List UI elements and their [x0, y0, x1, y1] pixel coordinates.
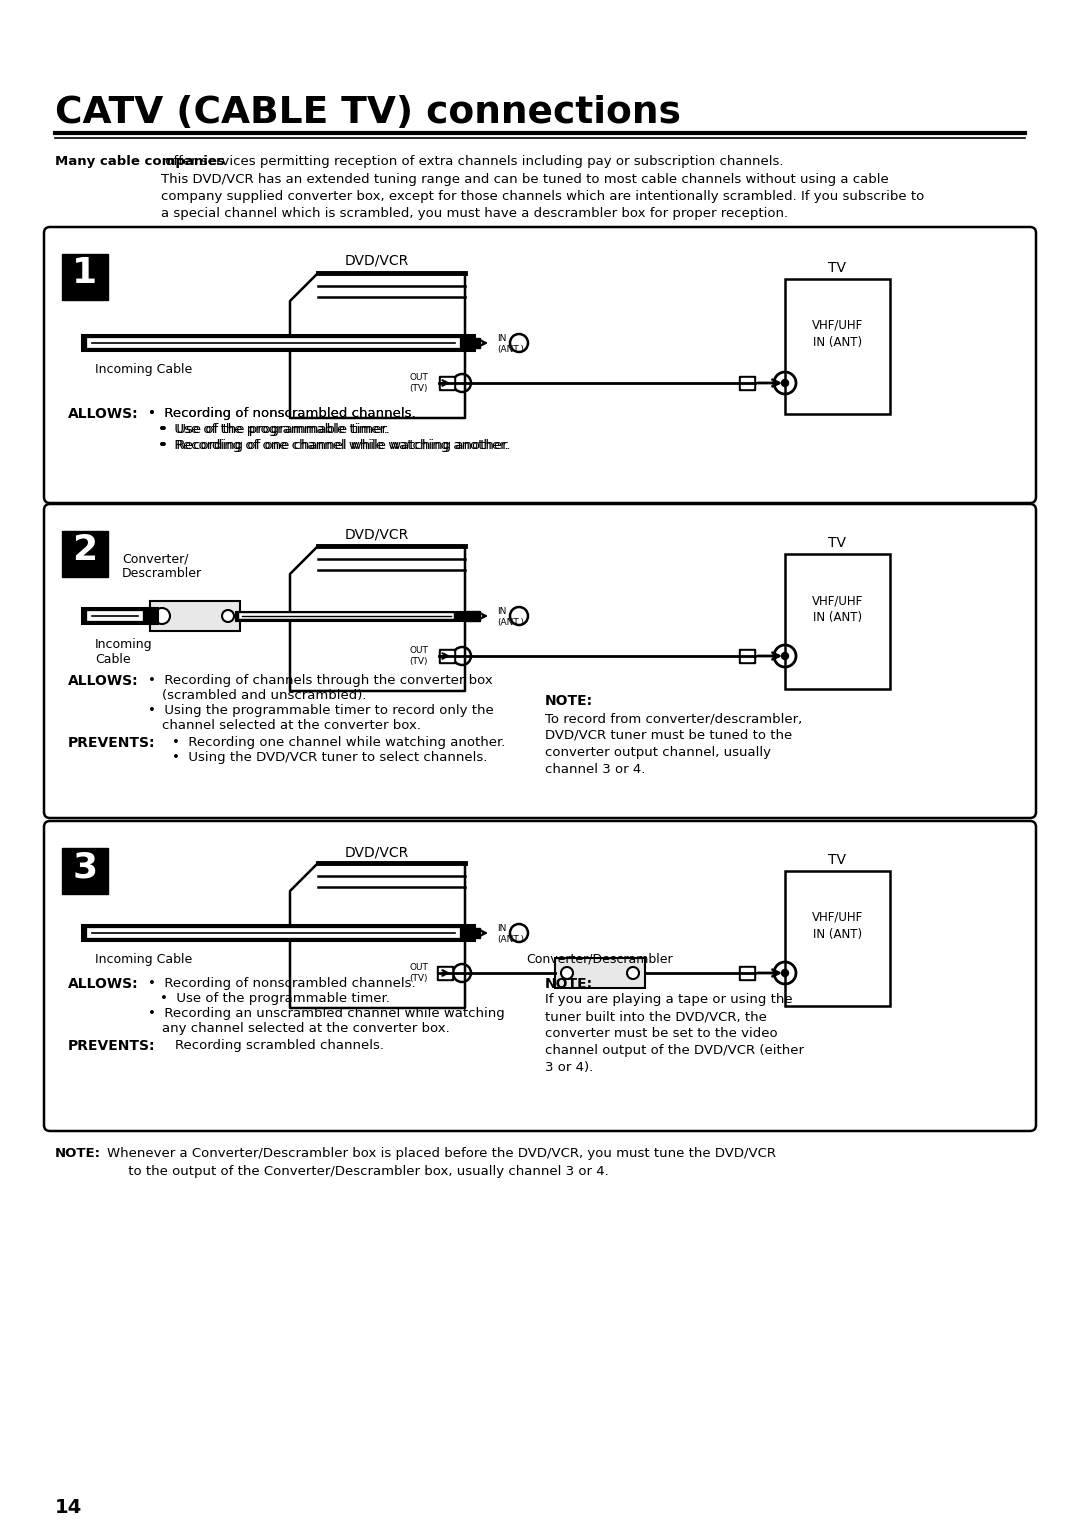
Text: NOTE:: NOTE: [55, 1148, 102, 1160]
Text: offer services permitting reception of extra channels including pay or subscript: offer services permitting reception of e… [161, 154, 924, 220]
Bar [785, 555, 890, 689]
Circle shape [561, 967, 573, 979]
Text: Descrambler: Descrambler [122, 567, 202, 581]
Bar [739, 376, 755, 390]
Text: PREVENTS:: PREVENTS: [68, 736, 156, 750]
Text: DVD/VCR: DVD/VCR [345, 845, 409, 859]
Bar [150, 601, 240, 631]
Text: VHF/UHF
IN (ANT): VHF/UHF IN (ANT) [812, 594, 863, 623]
Circle shape [627, 967, 639, 979]
Bar [62, 254, 108, 299]
Bar [453, 927, 467, 938]
Text: Incoming: Incoming [95, 639, 152, 651]
FancyBboxPatch shape [44, 504, 1036, 817]
Text: ALLOWS:: ALLOWS: [68, 406, 138, 422]
Bar [467, 927, 480, 938]
Text: ALLOWS:: ALLOWS: [68, 674, 138, 688]
Circle shape [154, 608, 170, 623]
FancyBboxPatch shape [44, 821, 1036, 1131]
Text: 14: 14 [55, 1497, 82, 1517]
Bar [741, 651, 753, 662]
Text: 1: 1 [72, 257, 97, 290]
Text: DVD/VCR: DVD/VCR [345, 529, 409, 542]
Bar [453, 338, 467, 348]
Bar [467, 338, 480, 348]
Text: Whenever a Converter/Descrambler box is placed before the DVD/VCR, you must tune: Whenever a Converter/Descrambler box is … [107, 1148, 777, 1178]
Bar [438, 649, 455, 663]
Text: •  Use of the programmable timer.: • Use of the programmable timer. [160, 423, 390, 435]
Text: •  Recording one channel while watching another.: • Recording one channel while watching a… [172, 736, 505, 749]
Circle shape [782, 969, 788, 976]
Text: •  Recording of channels through the converter box: • Recording of channels through the conv… [148, 674, 492, 688]
FancyBboxPatch shape [44, 228, 1036, 503]
Bar [785, 280, 890, 414]
Bar [136, 611, 150, 620]
Bar [62, 532, 108, 578]
Text: OUT
(TV): OUT (TV) [409, 373, 428, 393]
Bar [62, 848, 108, 894]
Text: VHF/UHF
IN (ANT): VHF/UHF IN (ANT) [812, 911, 863, 941]
Circle shape [782, 652, 788, 660]
Text: •  Use of the programmable timer.: • Use of the programmable timer. [160, 992, 390, 1005]
Text: OUT
(TV): OUT (TV) [409, 646, 428, 666]
Text: 2: 2 [72, 533, 97, 567]
Text: •  Recording of nonscrambled channels.: • Recording of nonscrambled channels. [148, 406, 416, 420]
Text: Incoming Cable: Incoming Cable [95, 364, 192, 376]
Text: Incoming Cable: Incoming Cable [95, 953, 192, 966]
Text: •  Using the DVD/VCR tuner to select channels.: • Using the DVD/VCR tuner to select chan… [172, 750, 487, 764]
Text: TV: TV [828, 536, 846, 550]
Text: NOTE:: NOTE: [545, 694, 593, 707]
Circle shape [782, 379, 788, 387]
Bar [441, 377, 453, 388]
Text: ALLOWS:: ALLOWS: [68, 976, 138, 992]
Bar [739, 966, 755, 979]
Bar [437, 966, 453, 979]
Bar [741, 969, 753, 978]
Text: NOTE:: NOTE: [545, 976, 593, 992]
Text: •  Recording an unscrambled channel while watching: • Recording an unscrambled channel while… [148, 1007, 504, 1021]
Text: •  Recording of one channel while watching another.: • Recording of one channel while watchin… [160, 439, 511, 452]
Bar [785, 871, 890, 1005]
Text: Many cable companies: Many cable companies [55, 154, 225, 168]
Text: •  Recording of nonscrambled channels.: • Recording of nonscrambled channels. [148, 976, 416, 990]
Text: channel selected at the converter box.: channel selected at the converter box. [162, 720, 421, 732]
Text: Recording scrambled channels.: Recording scrambled channels. [175, 1039, 384, 1051]
Text: IN
(ANT.): IN (ANT.) [497, 924, 524, 944]
Text: Cable: Cable [95, 652, 131, 666]
Text: DVD/VCR: DVD/VCR [345, 254, 409, 267]
Text: •  Recording of one channel while watching another.: • Recording of one channel while watchin… [158, 439, 509, 452]
Bar [467, 611, 480, 620]
Text: •  Recording of nonscrambled channels.: • Recording of nonscrambled channels. [148, 406, 416, 420]
Text: •  Using the programmable timer to record only the: • Using the programmable timer to record… [148, 704, 494, 717]
Bar [438, 376, 455, 390]
Bar [741, 377, 753, 388]
Text: To record from converter/descrambler,
DVD/VCR tuner must be tuned to the
convert: To record from converter/descrambler, DV… [545, 712, 802, 776]
Text: OUT
(TV): OUT (TV) [409, 963, 428, 983]
Bar [739, 649, 755, 663]
Text: Converter/: Converter/ [122, 552, 189, 565]
Text: PREVENTS:: PREVENTS: [68, 1039, 156, 1053]
Circle shape [222, 610, 234, 622]
Bar [438, 969, 451, 978]
Text: •  Use of the programmable timer.: • Use of the programmable timer. [158, 423, 388, 435]
Text: TV: TV [828, 853, 846, 866]
Text: If you are playing a tape or using the
tuner built into the DVD/VCR, the
convert: If you are playing a tape or using the t… [545, 993, 804, 1074]
Text: IN
(ANT.): IN (ANT.) [497, 607, 524, 626]
Bar [441, 651, 453, 662]
Text: IN
(ANT.): IN (ANT.) [497, 335, 524, 353]
Text: Converter/Descrambler: Converter/Descrambler [527, 953, 673, 966]
Text: CATV (CABLE TV) connections: CATV (CABLE TV) connections [55, 95, 680, 131]
Text: any channel selected at the converter box.: any channel selected at the converter bo… [162, 1022, 449, 1034]
Text: TV: TV [828, 261, 846, 275]
Text: 3: 3 [72, 850, 97, 885]
Bar [555, 958, 645, 989]
Text: (scrambled and unscrambled).: (scrambled and unscrambled). [162, 689, 366, 701]
Text: VHF/UHF
IN (ANT): VHF/UHF IN (ANT) [812, 319, 863, 348]
